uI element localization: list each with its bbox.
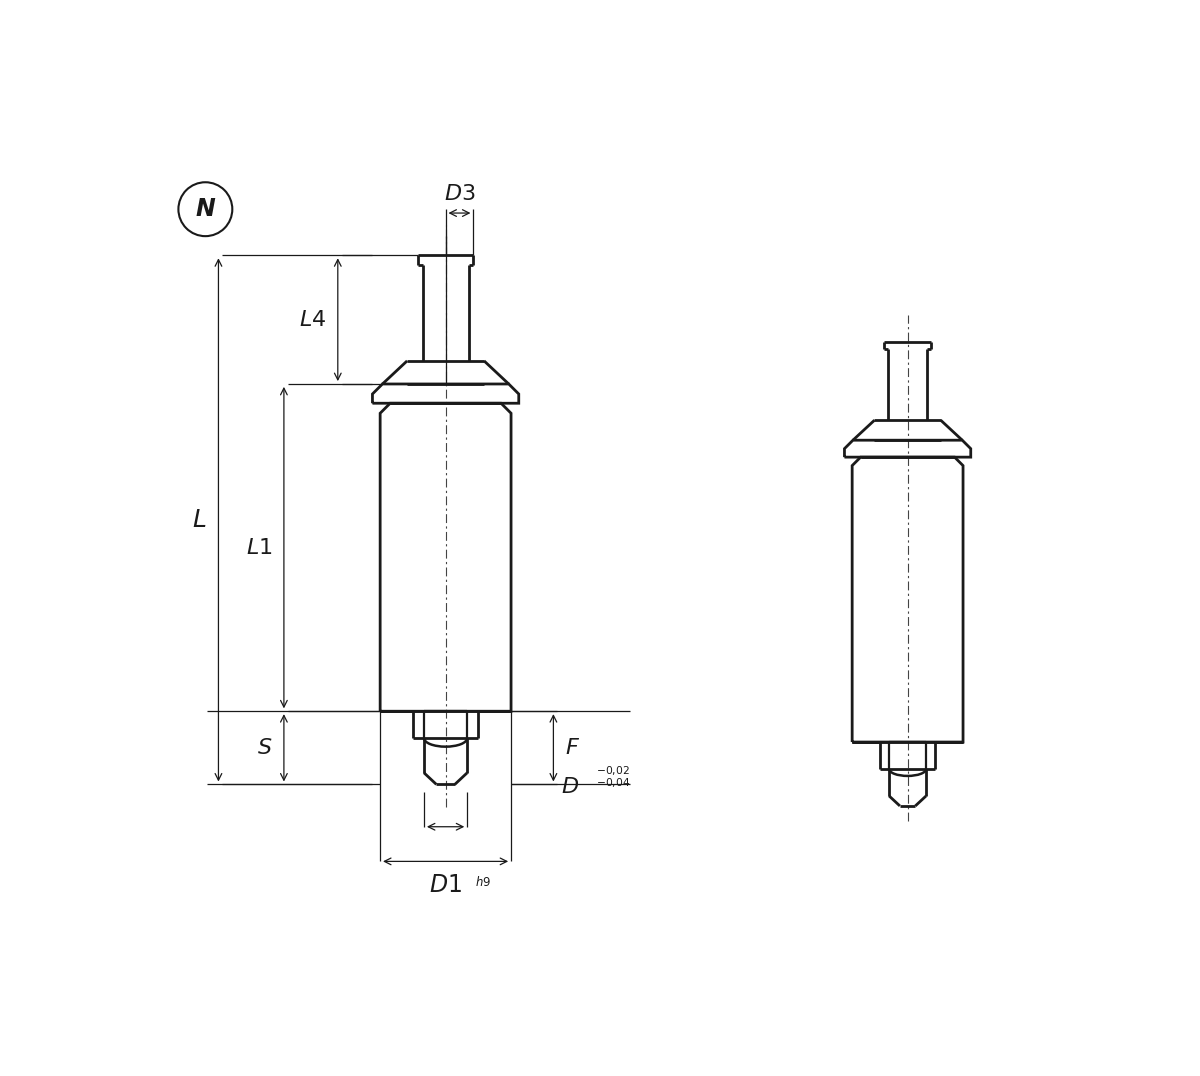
- Polygon shape: [372, 384, 518, 404]
- Text: $F$: $F$: [565, 738, 580, 758]
- Polygon shape: [845, 440, 971, 457]
- Polygon shape: [380, 404, 511, 711]
- Text: $^{-0{,}02}_{-0{,}04}$: $^{-0{,}02}_{-0{,}04}$: [595, 764, 630, 789]
- Text: $L$: $L$: [192, 508, 206, 532]
- Text: N: N: [196, 197, 215, 222]
- Text: $D3$: $D3$: [444, 184, 475, 203]
- Text: $_{h9}$: $_{h9}$: [475, 870, 491, 889]
- Text: $L4$: $L4$: [299, 310, 326, 329]
- Text: $S$: $S$: [257, 738, 272, 758]
- Polygon shape: [852, 457, 964, 742]
- Text: $D$: $D$: [562, 777, 580, 796]
- Text: $D1$: $D1$: [430, 873, 462, 897]
- Text: $L1$: $L1$: [246, 538, 272, 557]
